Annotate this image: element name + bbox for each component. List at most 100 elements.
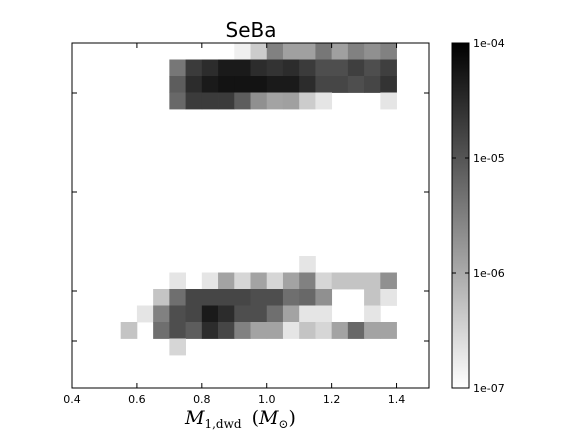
heatmap-cell bbox=[331, 76, 349, 93]
heatmap-cell bbox=[380, 272, 397, 290]
heatmap-cell bbox=[169, 92, 186, 110]
x-label-unit-symbol: M bbox=[258, 407, 279, 429]
heatmap-cell bbox=[331, 322, 349, 339]
heatmap-cell bbox=[266, 43, 284, 60]
heatmap-cell bbox=[201, 272, 219, 290]
heatmap-cell bbox=[234, 43, 251, 60]
heatmap-cell bbox=[201, 76, 219, 93]
heatmap-cells bbox=[120, 43, 397, 356]
heatmap-cell bbox=[282, 43, 300, 60]
heatmap-cell bbox=[282, 305, 300, 323]
heatmap-cell bbox=[185, 92, 203, 110]
x-label-unit-subscript: ⊙ bbox=[278, 417, 288, 431]
x-axis-ticks: 0.4 0.6 0.8 1.0 1.2 1.4 bbox=[63, 43, 405, 406]
heatmap-cell bbox=[299, 256, 316, 273]
heatmap-cell bbox=[218, 76, 235, 93]
x-tick-label: 1.2 bbox=[323, 393, 341, 406]
heatmap-cell bbox=[136, 305, 154, 323]
heatmap-cell bbox=[218, 305, 235, 323]
heatmap-cell bbox=[185, 59, 203, 77]
plot-frame bbox=[71, 42, 430, 389]
heatmap-cell bbox=[315, 305, 333, 323]
heatmap-cell bbox=[169, 322, 186, 339]
heatmap-cell bbox=[380, 43, 397, 60]
colorbar-tick-label: 1e-04 bbox=[473, 37, 505, 50]
heatmap-cell bbox=[234, 272, 251, 290]
colorbar bbox=[451, 42, 470, 389]
heatmap-cell bbox=[218, 92, 235, 110]
heatmap-cell bbox=[218, 272, 235, 290]
heatmap-cell bbox=[266, 59, 284, 77]
heatmap-cell bbox=[282, 76, 300, 93]
colorbar-tick-label: 1e-05 bbox=[473, 152, 505, 165]
heatmap-cell bbox=[250, 322, 268, 339]
heatmap-cell bbox=[315, 59, 333, 77]
heatmap-cell bbox=[185, 289, 203, 306]
heatmap-cell bbox=[234, 305, 251, 323]
heatmap-cell bbox=[234, 76, 251, 93]
heatmap-cell bbox=[250, 289, 268, 306]
heatmap-cell bbox=[315, 92, 333, 110]
heatmap-cell bbox=[315, 43, 333, 60]
heatmap-cell bbox=[201, 92, 219, 110]
heatmap-cell bbox=[282, 289, 300, 306]
heatmap-cell bbox=[250, 76, 268, 93]
x-tick-label: 1.0 bbox=[258, 393, 276, 406]
heatmap-cell bbox=[169, 59, 186, 77]
heatmap-cell bbox=[299, 59, 316, 77]
heatmap-cell bbox=[380, 59, 397, 77]
heatmap-cell bbox=[266, 305, 284, 323]
heatmap-cell bbox=[153, 289, 170, 306]
heatmap-cell bbox=[234, 322, 251, 339]
heatmap-cell bbox=[364, 289, 381, 306]
heatmap-cell bbox=[347, 59, 365, 77]
heatmap-cell bbox=[315, 322, 333, 339]
heatmap-cell bbox=[299, 289, 316, 306]
heatmap-cell bbox=[250, 92, 268, 110]
y-axis-ticks bbox=[72, 92, 429, 342]
heatmap-cell bbox=[299, 272, 316, 290]
heatmap-cell bbox=[282, 92, 300, 110]
heatmap-cell bbox=[299, 76, 316, 93]
heatmap-cell bbox=[364, 305, 381, 323]
heatmap-cell bbox=[250, 272, 268, 290]
heatmap-cell bbox=[315, 272, 333, 290]
heatmap-cell bbox=[234, 59, 251, 77]
x-label-subscript: 1,dwd bbox=[204, 417, 241, 431]
x-axis-label: M1,dwd (M⊙) bbox=[184, 407, 296, 431]
x-tick-label: 0.8 bbox=[193, 393, 211, 406]
heatmap-cell bbox=[169, 272, 186, 290]
heatmap-cell bbox=[347, 43, 365, 60]
heatmap-cell bbox=[364, 43, 381, 60]
heatmap-cell bbox=[185, 76, 203, 93]
heatmap-cell bbox=[380, 92, 397, 110]
heatmap-cell bbox=[315, 289, 333, 306]
heatmap-cell bbox=[299, 92, 316, 110]
x-tick-label: 0.6 bbox=[128, 393, 146, 406]
heatmap-cell bbox=[331, 272, 349, 290]
heatmap-cell bbox=[201, 305, 219, 323]
colorbar-tick-label: 1e-07 bbox=[473, 382, 505, 395]
heatmap-cell bbox=[299, 322, 316, 339]
heatmap-cell bbox=[169, 305, 186, 323]
x-label-symbol: M bbox=[184, 407, 205, 429]
heatmap-cell bbox=[364, 322, 381, 339]
heatmap-cell bbox=[201, 322, 219, 339]
x-tick-label: 1.4 bbox=[388, 393, 406, 406]
heatmap-cell bbox=[380, 76, 397, 93]
heatmap-cell bbox=[201, 289, 219, 306]
heatmap-cell bbox=[169, 289, 186, 306]
heatmap-cell bbox=[347, 76, 365, 93]
heatmap-cell bbox=[153, 322, 170, 339]
heatmap-cell bbox=[250, 59, 268, 77]
heatmap-cell bbox=[153, 305, 170, 323]
heatmap-cell bbox=[299, 305, 316, 323]
heatmap-cell bbox=[380, 289, 397, 306]
x-tick-label: 0.4 bbox=[63, 393, 81, 406]
heatmap-cell bbox=[347, 272, 365, 290]
heatmap-cell bbox=[380, 322, 397, 339]
heatmap-cell bbox=[282, 322, 300, 339]
colorbar-ticks: 1e-07 1e-06 1e-05 1e-04 bbox=[452, 37, 505, 395]
heatmap-cell bbox=[250, 43, 268, 60]
